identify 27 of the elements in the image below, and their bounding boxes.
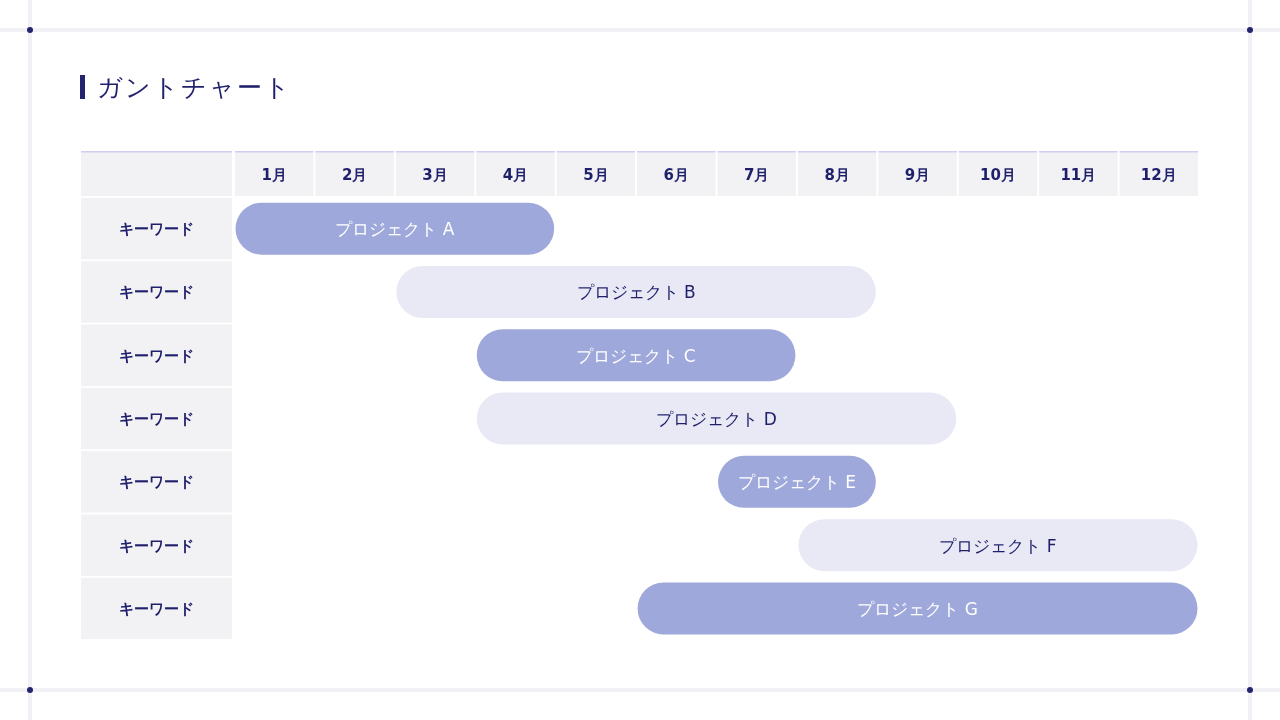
data-label: プロジェクト A [335, 219, 455, 240]
x-tick-label: 10月 [980, 166, 1016, 184]
x-tick-label: 12月 [1140, 166, 1177, 184]
data-label: プロジェクト G [857, 598, 978, 619]
y-tick-label: キーワード [119, 283, 194, 302]
x-tick-label: 8月 [824, 166, 850, 184]
x-tick-label: 7月 [743, 166, 770, 184]
data-label: プロジェクト E [737, 472, 856, 493]
x-tick-label: 6月 [663, 166, 690, 184]
data-label: プロジェクト D [656, 409, 777, 430]
y-tick-label: キーワード [119, 410, 194, 429]
y-tick-label: キーワード [119, 346, 194, 365]
x-tick-label: 3月 [422, 166, 448, 184]
x-tick-label: 1月 [261, 166, 287, 184]
data-label: プロジェクト F [939, 535, 1057, 556]
y-tick-label: キーワード [119, 536, 194, 555]
chart-title: ガントチャート [97, 74, 292, 101]
data-label: プロジェクト B [576, 282, 696, 303]
y-tick-label: キーワード [119, 473, 194, 492]
x-tick-label: 9月 [904, 166, 931, 184]
y-tick-label: キーワード [119, 220, 194, 239]
x-tick-label: 4月 [502, 166, 529, 184]
x-tick-label: 5月 [583, 166, 609, 184]
data-label: プロジェクト C [576, 345, 696, 366]
x-tick-label: 2月 [341, 166, 368, 184]
y-tick-label: キーワード [119, 599, 194, 618]
x-tick-label: 11月 [1060, 166, 1097, 184]
